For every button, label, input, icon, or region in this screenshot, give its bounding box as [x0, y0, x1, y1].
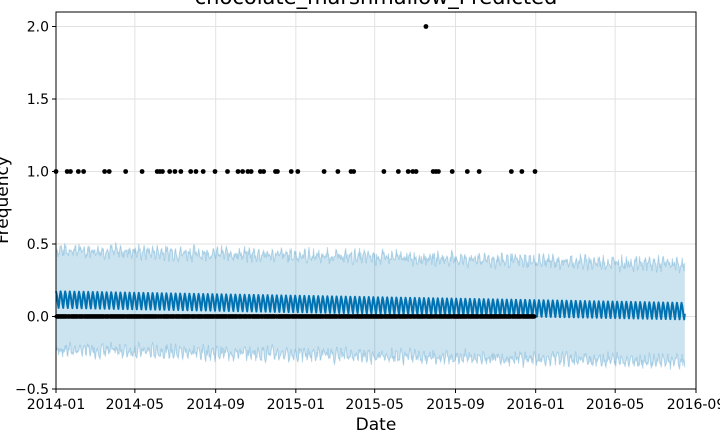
observed-point — [225, 169, 230, 174]
observed-point — [464, 169, 470, 174]
observed-point — [351, 169, 357, 174]
x-axis-label: Date — [356, 415, 397, 432]
observed-points — [53, 24, 538, 319]
observed-point — [81, 169, 86, 174]
observed-point — [519, 169, 525, 174]
observed-point — [178, 169, 184, 174]
observed-point — [200, 169, 206, 174]
observed-point — [240, 169, 246, 174]
observed-point — [405, 169, 411, 174]
observed-point — [75, 169, 81, 174]
observed-point — [172, 169, 178, 174]
observed-point — [321, 169, 327, 174]
observed-point — [275, 169, 280, 174]
observed-point — [476, 169, 482, 174]
observed-point — [508, 169, 514, 174]
observed-point — [212, 169, 218, 174]
forecast-series-line — [55, 290, 686, 321]
observed-point — [423, 24, 429, 29]
observed-point — [395, 169, 401, 174]
y-tick-label: 1.5 — [27, 92, 49, 108]
observed-point — [167, 169, 173, 174]
y-tick-label: 1.0 — [27, 165, 49, 181]
observed-point — [248, 169, 254, 174]
observed-point — [288, 169, 294, 174]
observed-point — [381, 169, 387, 174]
y-tick-label: −0.5 — [15, 382, 49, 398]
observed-point — [261, 169, 267, 174]
observed-point — [139, 169, 145, 174]
observed-point — [257, 169, 263, 174]
observed-point — [102, 169, 108, 174]
x-tick-label: 2014-01 — [27, 397, 86, 413]
observed-point — [410, 169, 416, 174]
observed-point — [335, 169, 341, 174]
y-tick-label: 2.0 — [27, 20, 49, 36]
observed-point-zero — [532, 314, 537, 319]
observed-point — [193, 169, 199, 174]
observed-point — [64, 169, 70, 174]
y-axis-label: Frequency — [0, 156, 13, 244]
x-tick-label: 2015-09 — [426, 397, 485, 413]
y-tick-label: 0.5 — [27, 237, 49, 253]
observed-point — [449, 169, 455, 174]
observed-point — [123, 169, 129, 174]
observed-point — [68, 169, 73, 174]
x-axis: 2014-01 2014-05 2014-09 2015-01 2015-05 2015-… — [27, 389, 720, 413]
y-tick-label: 0.0 — [27, 310, 49, 326]
observed-point — [295, 169, 301, 174]
observed-point — [235, 169, 241, 174]
observed-point — [436, 169, 441, 174]
observed-point — [413, 169, 419, 174]
observed-point — [188, 169, 194, 174]
plot-background — [56, 12, 696, 389]
x-tick-label: 2014-09 — [186, 397, 245, 413]
y-axis: −0.5 0.0 0.5 1.0 1.5 2.0 — [15, 20, 56, 398]
observed-point — [245, 169, 251, 174]
x-tick-label: 2015-01 — [267, 397, 326, 413]
x-tick-label: 2016-01 — [506, 397, 565, 413]
forecast-line — [55, 290, 686, 321]
observed-point — [160, 169, 165, 174]
chart-title: chocolate_marshmallow_Predicted — [195, 0, 558, 10]
observed-point — [532, 169, 538, 174]
interval-upper-line — [55, 242, 686, 274]
x-tick-label: 2015-05 — [345, 397, 404, 413]
observed-point — [106, 169, 112, 174]
x-tick-label: 2016-09 — [667, 397, 720, 413]
interval-lower-line — [55, 341, 686, 370]
x-tick-label: 2014-05 — [106, 397, 165, 413]
x-tick-label: 2016-05 — [586, 397, 645, 413]
plot-frame — [55, 11, 697, 390]
